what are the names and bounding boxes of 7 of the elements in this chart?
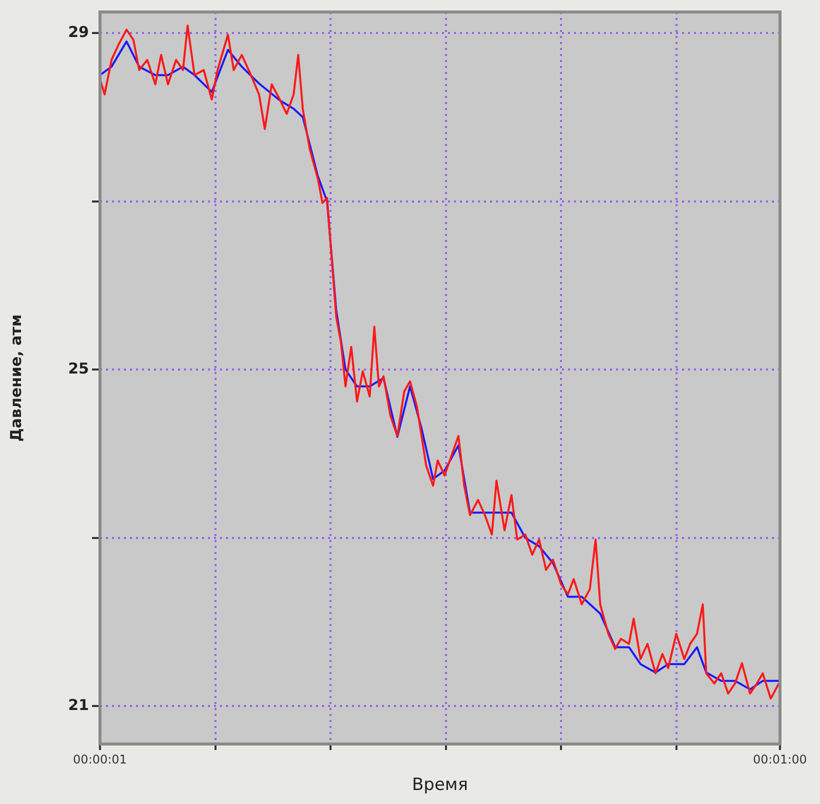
y-tick-label: 25 [68, 359, 89, 378]
y-axis-title: Давление, атм [6, 314, 25, 442]
x-tick-label: 00:01:00 [753, 752, 807, 766]
x-tick-label: 00:00:01 [73, 752, 127, 766]
x-axis-title: Время [412, 775, 468, 796]
y-tick-label: 21 [68, 696, 89, 714]
y-tick-label: 29 [68, 22, 89, 41]
